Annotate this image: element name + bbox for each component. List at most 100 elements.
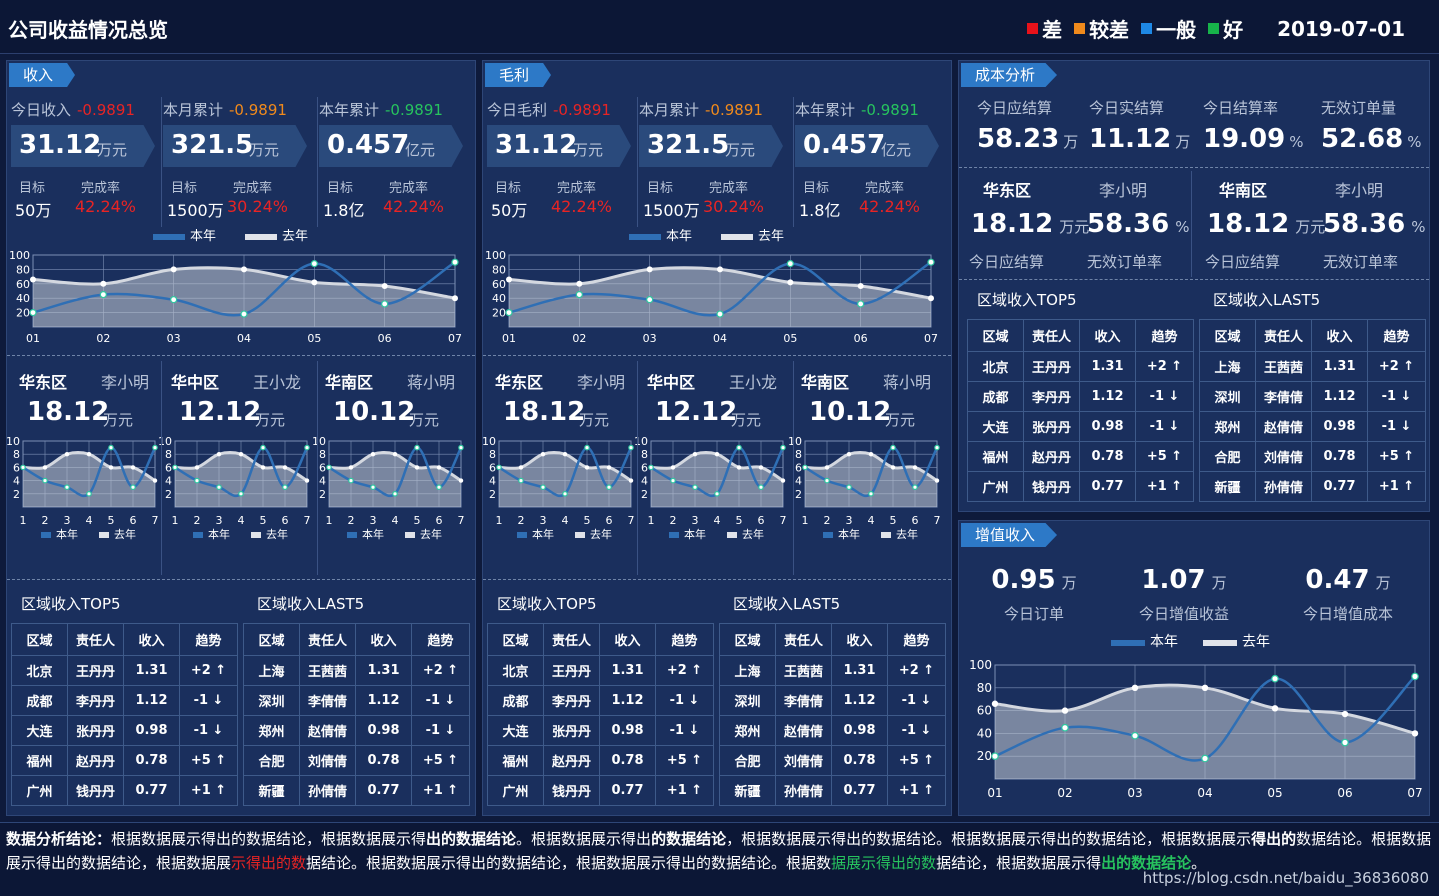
table-row: 成都 李丹丹 1.12 -1 ↓ xyxy=(487,685,714,716)
data-point-last-year xyxy=(100,280,107,287)
data-point-this-year xyxy=(42,477,48,484)
region-name: 华中区 xyxy=(171,373,220,392)
data-point-this-year xyxy=(436,484,442,491)
table-cell: 1.12 xyxy=(1311,381,1368,412)
table-cell: 福州 xyxy=(11,745,68,776)
legend-swatch-good xyxy=(1208,23,1220,34)
conclusion-text: ，根据数据展示得出的数据结论。根据数据展示得出的数据结论，根据数据展示 xyxy=(726,830,1252,848)
data-point-this-year xyxy=(260,444,266,451)
cost-analysis-tag: 成本分析 xyxy=(961,63,1058,87)
table-row: 郑州 赵倩倩 0.98 -1 ↓ xyxy=(719,715,946,746)
data-point-this-year xyxy=(540,484,546,491)
x-tick-label: 06 xyxy=(378,332,392,345)
kpi-label: 今日毛利 xyxy=(487,101,548,119)
y-tick-label: 20 xyxy=(492,307,506,320)
kpi-card: 本月累计 -0.9891 321.5 万元 目标 完成率 1500万 30.24% xyxy=(639,97,795,225)
table-header-cell: 趋势 xyxy=(179,623,238,656)
data-point-last-year xyxy=(758,465,764,470)
x-tick-label: 1 xyxy=(172,514,179,527)
data-point-this-year xyxy=(86,490,92,497)
divider xyxy=(317,97,318,227)
legend-swatch-poor xyxy=(1074,23,1086,34)
top-bar: 公司收益情况总览 差 较差 一般 好 2019-07-01 xyxy=(0,0,1439,54)
region-value: 10.12 xyxy=(333,397,416,427)
kpi-value: 31.12 xyxy=(495,130,578,160)
x-tick-label: 3 xyxy=(370,514,377,527)
y-tick-label: 80 xyxy=(16,263,30,276)
x-tick-label: 1 xyxy=(802,514,809,527)
y-tick-label: 20 xyxy=(977,749,992,763)
divider xyxy=(637,97,638,227)
legend-swatch-this-year xyxy=(1111,640,1145,646)
series-area-last-year xyxy=(175,452,307,507)
region-person: 蒋小明 xyxy=(407,373,456,392)
y-tick-label: 10 xyxy=(789,435,802,448)
y-tick-label: 6 xyxy=(489,461,496,474)
table-row: 北京 王丹丹 1.31 +2 ↑ xyxy=(487,655,714,686)
table-header-cell: 责任人 xyxy=(543,623,600,656)
table-cell: 赵倩倩 xyxy=(299,715,356,746)
table-cell: 刘倩倩 xyxy=(1255,441,1312,472)
table-row: 新疆 孙倩倩 0.77 +1 ↑ xyxy=(1199,471,1426,502)
data-point-this-year xyxy=(238,490,244,497)
x-tick-label: 05 xyxy=(1267,786,1282,800)
data-point-last-year xyxy=(646,266,653,273)
kpi-rate-label: 完成率 xyxy=(81,181,121,196)
table-cell: 赵丹丹 xyxy=(67,745,124,776)
table-cell: -1 ↓ xyxy=(1367,411,1426,442)
table-cell: +2 ↑ xyxy=(655,655,714,686)
data-point-last-year xyxy=(1061,707,1069,714)
kpi-value-box: 31.12 万元 xyxy=(487,125,631,167)
kpi-value-box: 321.5 万元 xyxy=(163,125,307,167)
table-cell: +5 ↑ xyxy=(1367,441,1426,472)
table-cell: 王茜茜 xyxy=(299,655,356,686)
table-cell: 新疆 xyxy=(1199,471,1256,502)
x-tick-label: 4 xyxy=(868,514,875,527)
cost-region: 华南区 李小明 18.12 万元 58.36% 今日应结算 无效订单率 xyxy=(1205,181,1426,271)
legend-swatch-this-year xyxy=(669,532,679,538)
table-cell: 0.77 xyxy=(1079,471,1136,502)
data-point-this-year xyxy=(29,308,37,317)
region-unit: 万元 xyxy=(885,411,916,429)
x-tick-label: 01 xyxy=(987,786,1002,800)
data-point-this-year xyxy=(451,258,459,266)
divider xyxy=(959,279,1429,280)
data-point-last-year xyxy=(436,465,442,470)
table-cell: 新疆 xyxy=(719,775,776,806)
legend-label-bad: 差 xyxy=(1042,18,1063,42)
legend-label-this-year: 本年 xyxy=(838,527,860,541)
data-point-this-year xyxy=(392,490,398,497)
region-unit: 万元 xyxy=(103,411,134,429)
data-point-last-year xyxy=(238,452,244,457)
table-header-cell: 区域 xyxy=(11,623,68,656)
data-point-last-year xyxy=(506,276,512,283)
last5-table: 区域 责任人 收入 趋势 上海 王茜茜 1.31 +2 ↑ 深圳 李倩倩 1.12 -1 ↓ 郑州 赵倩倩… xyxy=(243,623,470,806)
last5-title: 区域收入LAST5 xyxy=(733,595,841,613)
region-person: 王小龙 xyxy=(729,373,778,392)
x-tick-label: 7 xyxy=(628,514,635,527)
table-cell: -1 ↓ xyxy=(655,715,714,746)
conclusion-red: 示得出的数 xyxy=(231,854,307,872)
table-cell: 0.78 xyxy=(1079,441,1136,472)
table-cell: 孙倩倩 xyxy=(299,775,356,806)
table-cell: 0.78 xyxy=(831,745,888,776)
legend-label-this-year: 本年 xyxy=(1150,634,1178,650)
table-header-cell: 收入 xyxy=(123,623,180,656)
data-point-this-year xyxy=(991,752,999,761)
watermark: https://blog.csdn.net/baidu_36836080 xyxy=(1142,869,1429,887)
divider xyxy=(7,355,475,356)
table-cell: 成都 xyxy=(487,685,544,716)
table-cell: 0.78 xyxy=(123,745,180,776)
data-point-this-year xyxy=(648,464,654,471)
y-tick-label: 10 xyxy=(159,435,172,448)
table-header-cell: 责任人 xyxy=(67,623,124,656)
table-cell: 刘倩倩 xyxy=(299,745,356,776)
data-point-last-year xyxy=(452,295,458,302)
y-tick-label: 4 xyxy=(641,475,648,488)
kpi-rate-label: 完成率 xyxy=(709,181,749,196)
kpi-label: 本年累计 xyxy=(795,101,856,119)
data-point-this-year xyxy=(496,464,502,471)
table-cell: +2 ↑ xyxy=(179,655,238,686)
table-cell: 孙倩倩 xyxy=(775,775,832,806)
